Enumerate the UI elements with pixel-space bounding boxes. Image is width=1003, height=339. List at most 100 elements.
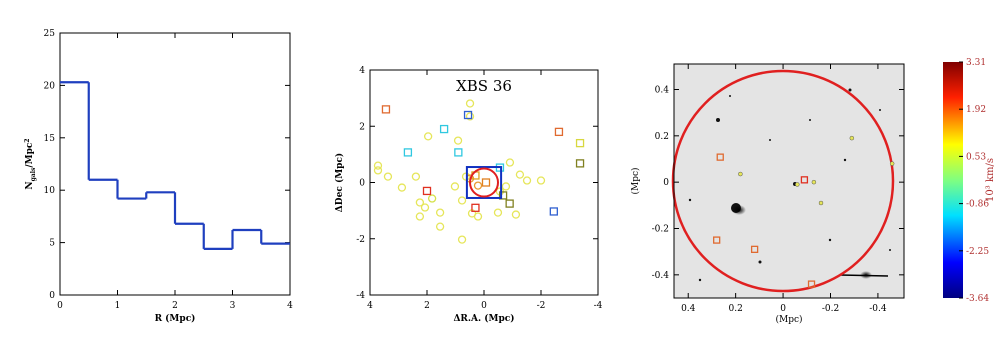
colorbar-label: 10³ km/s <box>985 158 996 202</box>
cluster-radius <box>671 69 895 293</box>
x-tick-label: 2 <box>172 301 178 311</box>
y-tick-label: 0 <box>663 178 669 188</box>
circle-marker <box>453 136 463 145</box>
y-tick-label: 0.2 <box>655 132 669 142</box>
circle-marker <box>473 212 483 221</box>
x-tick-label: 3 <box>230 301 236 311</box>
sky-source <box>729 95 731 97</box>
sky-source <box>688 198 692 202</box>
y-tick-label: 0.4 <box>655 85 670 95</box>
x-tick-label: 0 <box>780 304 786 314</box>
y-tick-label: 25 <box>44 29 56 39</box>
y-axis-label: (Mpc) <box>630 167 641 194</box>
x-tick-label: -4 <box>594 301 603 311</box>
sky-source <box>879 109 881 111</box>
circle-marker <box>373 161 383 170</box>
y-tick-label: 2 <box>359 122 365 132</box>
circle-marker <box>818 200 824 206</box>
square-marker <box>713 236 721 244</box>
colorbar-tick-label: -3.64 <box>966 294 989 304</box>
colorbar-tick-label: 3.31 <box>966 58 986 68</box>
sky-source <box>769 139 771 141</box>
y-label-part: 2 <box>24 138 31 142</box>
x-axis-label: ΔR.A. (Mpc) <box>453 313 514 324</box>
circle-marker <box>450 182 460 191</box>
y-tick-label: 0 <box>49 291 55 301</box>
circle-marker <box>420 203 430 212</box>
colorbar-tick-label: 0.53 <box>966 152 986 162</box>
circle-marker <box>427 194 437 203</box>
circle-marker <box>415 212 425 221</box>
plot-frame <box>673 63 905 299</box>
x-tick-label: 2 <box>424 301 430 311</box>
x-tick-label: 0.2 <box>728 304 742 314</box>
square-marker <box>549 207 558 216</box>
square-marker <box>575 138 585 148</box>
x-axis-label: R (Mpc) <box>155 313 196 324</box>
circle-marker <box>373 166 383 175</box>
y-label-part: gals <box>30 167 37 181</box>
y-tick-label: 20 <box>44 81 56 91</box>
y-tick-label: 0 <box>359 179 365 189</box>
colorbar-tick-label: -0.86 <box>966 200 989 210</box>
circle-marker <box>515 170 525 179</box>
y-tick-label: 10 <box>44 186 56 196</box>
star-spike <box>839 274 889 277</box>
y-label-part: N <box>25 181 35 189</box>
square-marker <box>716 153 724 161</box>
x-tick-label: 4 <box>287 301 293 311</box>
circle-marker <box>383 172 393 181</box>
circle-marker <box>795 182 800 187</box>
colorbar-tick-label: 1.92 <box>966 105 986 115</box>
circle-marker <box>511 210 521 219</box>
circle-marker <box>465 112 475 121</box>
square-marker <box>454 148 463 157</box>
chart-title: XBS 36 <box>456 77 512 95</box>
y-tick-label: 15 <box>44 134 56 144</box>
circle-marker <box>435 222 445 231</box>
sky-source <box>698 278 702 282</box>
x-tick-label: -2 <box>537 301 546 311</box>
x-tick-label: 0 <box>57 301 63 311</box>
y-tick-label: -2 <box>356 235 365 245</box>
circle-marker <box>811 179 817 185</box>
circle-marker <box>465 99 475 108</box>
y-tick-label: -0.4 <box>652 271 670 281</box>
circle-marker <box>522 176 532 185</box>
x-tick-label: 0 <box>481 301 487 311</box>
sky-source <box>848 88 852 92</box>
y-axis-label: ΔDec (Mpc) <box>334 153 345 212</box>
square-marker <box>381 105 391 114</box>
x-tick-label: -0.2 <box>822 304 839 314</box>
square-marker <box>498 191 508 200</box>
square-marker <box>481 178 491 187</box>
square-marker <box>463 110 473 120</box>
square-marker <box>422 186 432 196</box>
sky-image <box>674 64 904 298</box>
colorbar <box>943 62 963 298</box>
circle-marker <box>536 176 546 185</box>
square-marker <box>471 203 480 212</box>
circle-marker <box>415 198 425 207</box>
x-tick-label: -0.4 <box>869 304 887 314</box>
y-tick-label: 5 <box>49 239 55 249</box>
circle-marker <box>411 172 421 181</box>
square-marker <box>800 176 809 184</box>
sky-source <box>716 118 720 122</box>
galaxy <box>732 205 746 215</box>
square-marker <box>807 280 816 288</box>
x-axis-label: (Mpc) <box>775 314 802 325</box>
square-marker <box>554 127 564 137</box>
sky-source <box>809 119 811 121</box>
circle-marker <box>849 135 855 141</box>
plot-frame <box>59 32 291 296</box>
circle-marker <box>423 132 433 141</box>
y-tick-label: -4 <box>356 291 365 301</box>
circle-marker <box>457 196 467 205</box>
square-marker <box>750 245 759 253</box>
circle-marker <box>493 208 503 217</box>
y-axis-label: Ngals/Mpc2 <box>24 138 37 189</box>
colorbar-tick-label: -2.25 <box>966 247 989 257</box>
